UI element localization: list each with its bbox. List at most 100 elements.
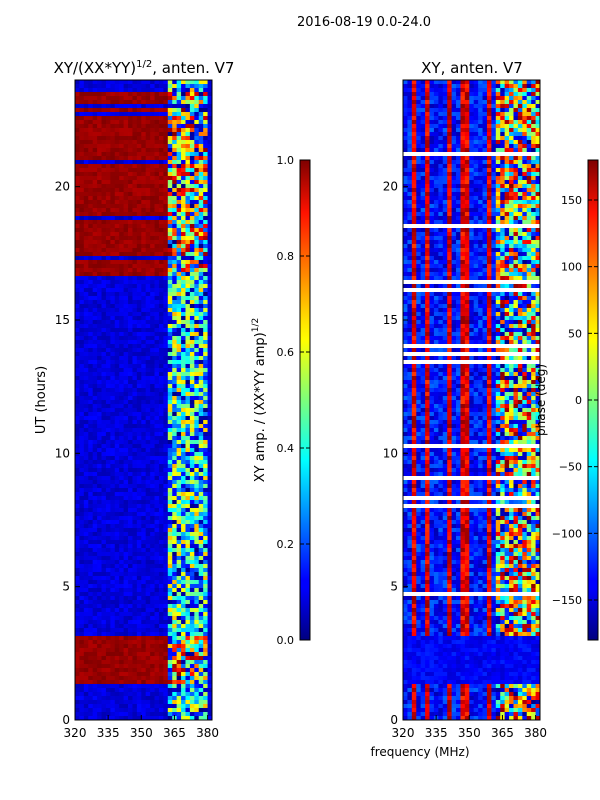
left-heatmap-cell	[75, 592, 80, 597]
left-heatmap-cell	[176, 168, 182, 173]
left-heatmap-cell	[105, 648, 111, 653]
left-heatmap-cell	[194, 612, 200, 617]
left-heatmap-cell	[198, 348, 204, 353]
left-heatmap-cell	[176, 280, 182, 285]
left-heatmap-cell	[203, 584, 208, 589]
left-heatmap-cell	[119, 176, 125, 181]
left-heatmap-cell	[110, 252, 116, 257]
left-heatmap-cell	[92, 228, 98, 233]
left-heatmap-cell	[141, 444, 147, 449]
left-heatmap-cell	[119, 124, 125, 129]
left-heatmap-cell	[203, 708, 208, 713]
left-heatmap-cell	[92, 144, 98, 149]
left-heatmap-cell	[185, 224, 191, 229]
left-heatmap-cell	[167, 472, 173, 477]
left-heatmap-cell	[136, 404, 142, 409]
left-heatmap-cell	[92, 624, 98, 629]
left-heatmap-cell	[176, 592, 182, 597]
left-heatmap-cell	[132, 540, 138, 545]
left-heatmap-cell	[110, 180, 116, 185]
left-heatmap-cell	[123, 484, 129, 489]
left-heatmap-cell	[123, 516, 129, 521]
left-heatmap-cell	[123, 184, 129, 189]
left-heatmap-cell	[79, 640, 85, 645]
left-heatmap-cell	[136, 388, 142, 393]
left-heatmap-cell	[189, 244, 195, 249]
left-heatmap-cell	[167, 588, 173, 593]
left-heatmap-cell	[194, 92, 200, 97]
left-heatmap-cell	[97, 612, 102, 617]
left-heatmap-cell	[167, 168, 173, 173]
left-heatmap-cell	[119, 216, 125, 221]
left-heatmap-cell	[83, 488, 89, 493]
left-heatmap-cell	[97, 680, 102, 685]
left-heatmap-cell	[207, 528, 212, 533]
left-heatmap-cell	[145, 664, 151, 669]
left-heatmap-cell	[172, 140, 178, 145]
left-heatmap-cell	[154, 504, 160, 509]
left-heatmap-cell	[123, 116, 129, 121]
left-heatmap-cell	[92, 644, 98, 649]
left-heatmap-cell	[119, 596, 125, 601]
left-heatmap-cell	[88, 404, 94, 409]
left-heatmap-cell	[185, 532, 191, 537]
left-heatmap-cell	[136, 680, 142, 685]
left-heatmap-cell	[136, 336, 142, 341]
left-heatmap-cell	[105, 524, 111, 529]
left-heatmap-cell	[203, 392, 208, 397]
left-heatmap-cell	[119, 204, 125, 209]
left-heatmap-cell	[123, 652, 129, 657]
left-heatmap-cell	[92, 636, 98, 641]
left-heatmap-cell	[79, 500, 85, 505]
left-heatmap-cell	[141, 532, 147, 537]
left-heatmap-cell	[132, 668, 138, 673]
left-heatmap-cell	[198, 152, 204, 157]
left-heatmap-cell	[105, 244, 111, 249]
left-heatmap-cell	[203, 284, 208, 289]
left-heatmap-cell	[198, 332, 204, 337]
left-heatmap-cell	[150, 96, 155, 101]
left-heatmap-cell	[150, 332, 155, 337]
left-heatmap-cell	[185, 196, 191, 201]
left-heatmap-cell	[185, 708, 191, 713]
left-heatmap-cell	[97, 156, 102, 161]
left-heatmap-cell	[185, 572, 191, 577]
left-heatmap-cell	[75, 480, 80, 485]
left-heatmap-cell	[101, 184, 107, 189]
left-heatmap-cell	[119, 500, 125, 505]
left-heatmap-cell	[79, 248, 85, 253]
left-heatmap-cell	[189, 488, 195, 493]
left-heatmap-cell	[114, 324, 120, 329]
left-heatmap-cell	[92, 108, 98, 113]
left-heatmap-cell	[132, 532, 138, 537]
left-heatmap-cell	[128, 704, 133, 709]
left-heatmap-cell	[123, 428, 129, 433]
left-heatmap-cell	[203, 220, 208, 225]
left-heatmap-cell	[79, 224, 85, 229]
left-heatmap-cell	[145, 112, 151, 117]
left-heatmap-cell	[185, 252, 191, 257]
left-heatmap-cell	[119, 344, 125, 349]
left-heatmap-cell	[198, 676, 204, 681]
left-heatmap-cell	[136, 376, 142, 381]
left-heatmap-cell	[75, 508, 80, 513]
left-heatmap-cell	[119, 192, 125, 197]
left-heatmap-cell	[101, 148, 107, 153]
left-heatmap-cell	[119, 300, 125, 305]
left-heatmap-cell	[181, 532, 186, 537]
left-heatmap-cell	[185, 392, 191, 397]
left-heatmap-cell	[88, 592, 94, 597]
left-heatmap-cell	[154, 648, 160, 653]
left-heatmap-cell	[145, 128, 151, 133]
left-heatmap-cell	[194, 192, 200, 197]
left-heatmap-cell	[123, 684, 129, 689]
left-heatmap-cell	[181, 680, 186, 685]
left-heatmap-cell	[105, 168, 111, 173]
left-heatmap-cell	[141, 112, 147, 117]
left-heatmap-cell	[154, 248, 160, 253]
left-heatmap-cell	[75, 244, 80, 249]
left-heatmap-cell	[145, 712, 151, 717]
left-heatmap-cell	[145, 540, 151, 545]
left-heatmap-cell	[172, 428, 178, 433]
left-heatmap-cell	[207, 692, 212, 697]
